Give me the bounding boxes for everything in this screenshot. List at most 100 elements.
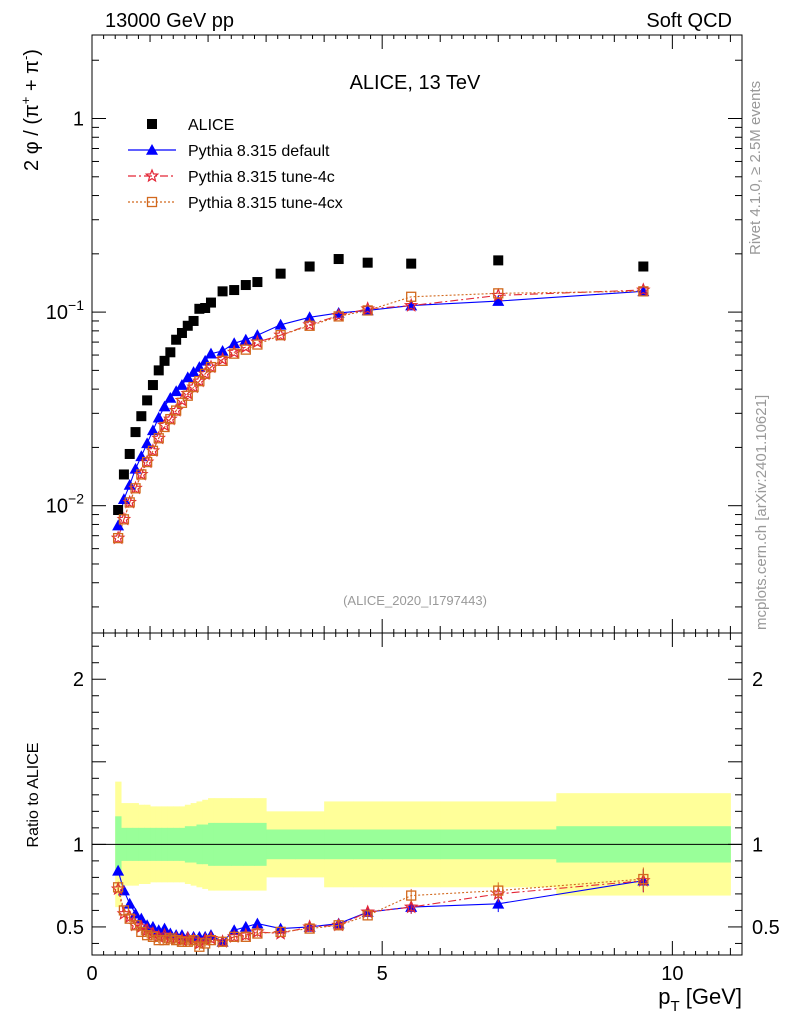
legend-label-1: Pythia 8.315 default <box>188 143 330 160</box>
data-point-alice <box>406 258 417 269</box>
mc-point-3 <box>275 330 286 341</box>
ratio-point-1 <box>123 897 136 909</box>
y-tick-label-main: 10−2 <box>46 491 84 518</box>
ratio-point-3 <box>304 923 315 934</box>
x-tick-label: 5 <box>377 963 388 985</box>
mc-point-3 <box>136 469 147 480</box>
ratio-point-1 <box>129 907 142 919</box>
mc-point-3 <box>159 421 170 433</box>
ratio-point-3 <box>275 926 286 938</box>
data-point-alice <box>240 280 251 291</box>
mc-point-3 <box>118 514 130 525</box>
mc-point-1 <box>152 411 165 423</box>
data-point-alice <box>493 255 504 266</box>
ratio-point-3 <box>194 941 205 952</box>
mc-point-3 <box>176 397 188 408</box>
data-point-alice <box>182 320 193 331</box>
mc-point-1 <box>146 424 159 436</box>
data-point-alice <box>159 355 170 366</box>
axis-labels: 0 5 10 10−2 10−1 1 0.5 0.5 1 1 2 2 <box>46 109 780 985</box>
data-point-alice <box>638 261 649 272</box>
data-point-alice <box>194 303 205 314</box>
ratio-point-3 <box>362 910 373 921</box>
mc-point-3 <box>333 311 344 322</box>
mc-point-1 <box>216 344 229 356</box>
data-point-alice <box>362 257 373 268</box>
mc-point-3 <box>194 375 205 387</box>
ratio-point-3 <box>130 920 141 931</box>
mc-point-3 <box>200 368 211 379</box>
mc-point-1 <box>204 347 217 359</box>
ratio-point-3 <box>252 928 263 939</box>
mc-point-1 <box>492 295 505 306</box>
axis-ticks <box>91 35 743 955</box>
header-process-label: 13000 GeV pp <box>105 10 234 32</box>
series-line-3 <box>117 290 644 539</box>
y-tick-label-ratio-right: 2 <box>752 669 763 691</box>
ratio-point-3 <box>141 930 153 941</box>
data-point-alice <box>304 261 315 272</box>
mc-point-1 <box>164 392 177 403</box>
mc-point-3 <box>304 320 315 331</box>
legend-label-0: ALICE <box>188 117 234 134</box>
ratio-point-3 <box>217 936 228 947</box>
mc-point-1 <box>274 318 287 330</box>
mc-point-1 <box>117 493 130 505</box>
mc-point-1 <box>129 462 142 474</box>
ratio-uncertainty-bands <box>92 781 742 908</box>
legend-label-2: Pythia 8.315 tune-4c <box>188 169 335 186</box>
ratio-point-3 <box>153 934 164 946</box>
ratio-point-2 <box>403 899 419 914</box>
ratio-point-3 <box>118 905 130 916</box>
ratio-point-3 <box>205 934 217 946</box>
y-axis-label-ratio: Ratio to ALICE <box>25 743 42 848</box>
y-tick-label-ratio-right: 1 <box>752 834 763 856</box>
mc-point-2 <box>403 297 419 312</box>
ratio-point-1 <box>251 917 264 929</box>
mc-point-3 <box>240 344 251 355</box>
chart-title: ALICE, 13 TeV <box>350 72 481 94</box>
mc-point-3 <box>112 532 124 544</box>
mc-point-1 <box>303 311 316 323</box>
y-tick-label-ratio-left: 1 <box>73 834 84 856</box>
ratio-point-1 <box>492 897 505 909</box>
ratio-point-3 <box>124 913 135 924</box>
mc-point-3 <box>153 433 164 444</box>
mc-point-1 <box>175 379 188 390</box>
data-point-alice <box>252 277 263 288</box>
ratio-point-3 <box>333 920 344 931</box>
analysis-id-label: (ALICE_2020_I1797443) <box>343 593 487 608</box>
ratio-point-1 <box>204 929 217 940</box>
mc-point-3 <box>147 445 159 457</box>
data-point-alice <box>142 395 153 406</box>
mc-point-3 <box>182 390 193 401</box>
data-point-alice <box>147 380 158 391</box>
ratio-point-3 <box>159 934 170 946</box>
legend-marker-2 <box>144 168 160 183</box>
mc-point-3 <box>362 305 373 316</box>
mc-point-1 <box>228 337 241 349</box>
mc-point-3 <box>217 355 228 367</box>
mc-point-3 <box>130 483 141 494</box>
ratio-point-1 <box>112 864 125 876</box>
legend-marker-0 <box>147 119 157 129</box>
mc-point-3 <box>165 413 176 425</box>
data-point-alice <box>153 365 164 376</box>
mc-point-3 <box>252 339 263 350</box>
mc-point-1 <box>187 366 200 377</box>
header-category-label: Soft QCD <box>646 10 732 32</box>
data-point-alice <box>217 286 228 297</box>
main-panel-series <box>110 254 651 545</box>
ratio-point-3 <box>147 931 159 942</box>
ratio-point-3 <box>182 936 193 947</box>
mc-point-3 <box>124 497 135 508</box>
data-point-alice <box>205 297 216 308</box>
series-line-1 <box>117 290 644 526</box>
data-point-alice <box>188 315 199 326</box>
mc-point-3 <box>493 288 504 299</box>
legend-label-3: Pythia 8.315 tune-4cx <box>188 195 343 212</box>
y-tick-label-main: 1 <box>73 109 84 131</box>
mc-point-3 <box>229 348 240 359</box>
legend-marker-1 <box>146 144 158 155</box>
ratio-point-3 <box>165 933 176 944</box>
